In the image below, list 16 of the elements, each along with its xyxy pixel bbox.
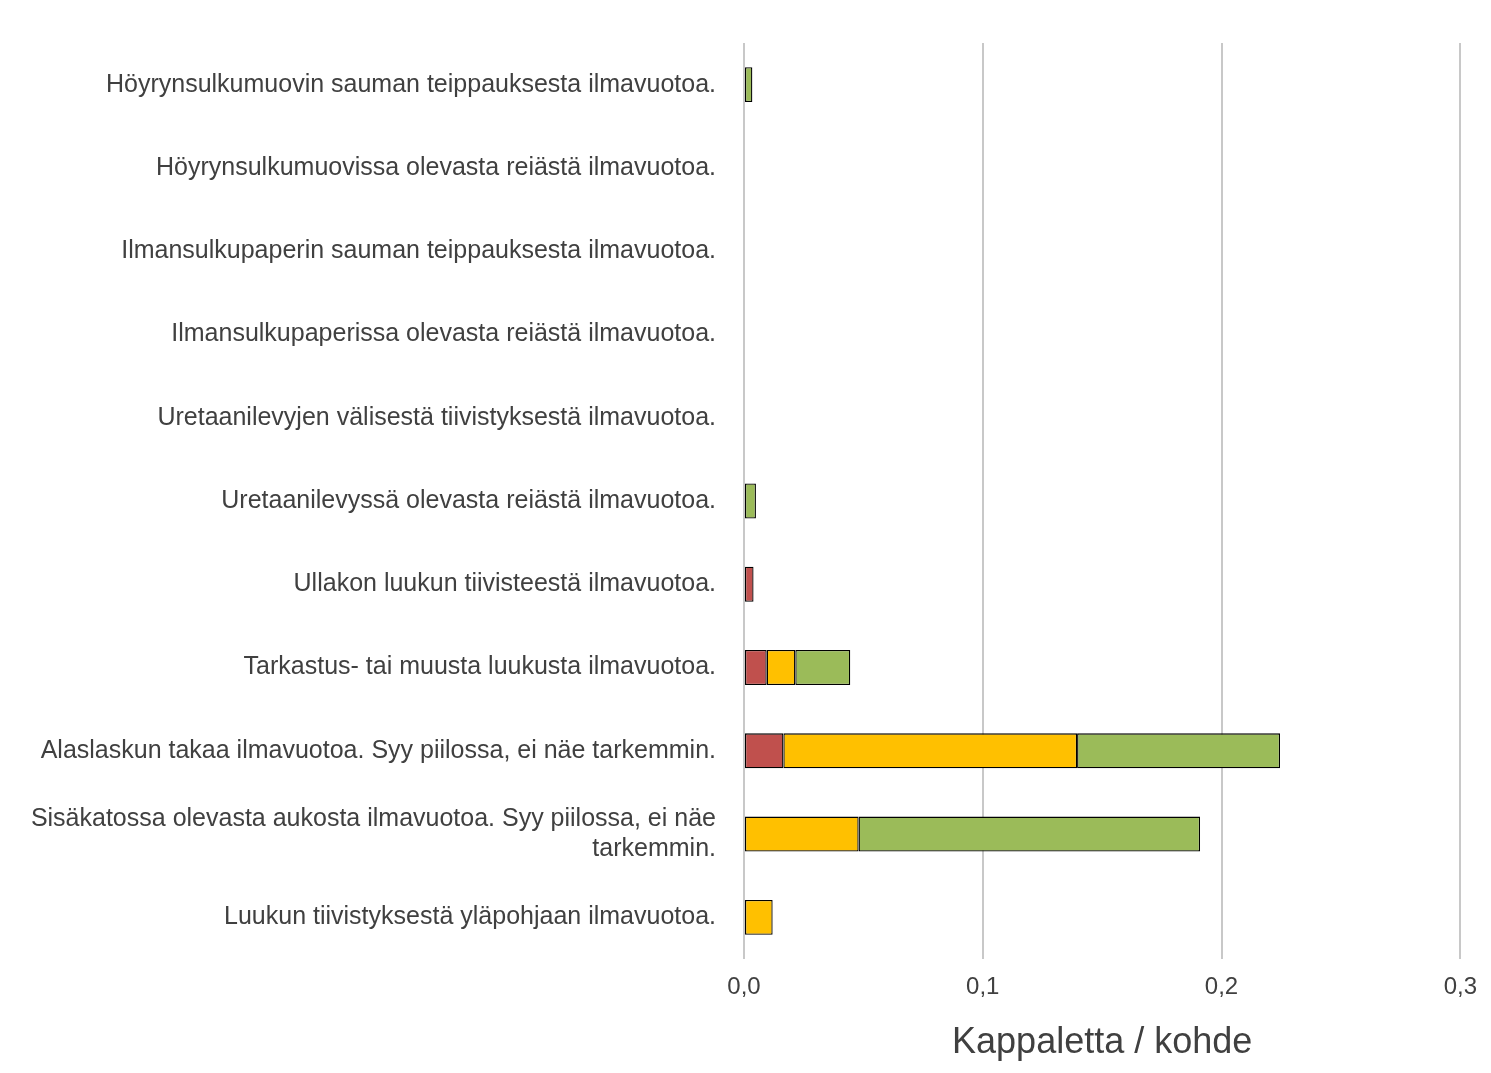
y-tick-label: Alaslaskun takaa ilmavuotoa. Syy piilossa, ei näe tarkemmin. bbox=[40, 734, 716, 763]
y-tick-label: Ilmansulkupaperin sauman teippauksesta ilmavuotoa. bbox=[121, 235, 716, 264]
y-tick-label: Ullakon luukun tiivisteestä ilmavuotoa. bbox=[293, 568, 716, 597]
x-tick-label: 0,0 bbox=[727, 972, 761, 1000]
x-tick-label: 0,1 bbox=[966, 972, 1000, 1000]
y-tick-label: Uretaanilevyjen välisestä tiivistyksestä ilmavuotoa. bbox=[157, 401, 716, 430]
y-tick-label: Ilmansulkupaperissa olevasta reiästä ilmavuotoa. bbox=[171, 318, 716, 347]
x-axis-title: Kappaletta / kohde bbox=[952, 1020, 1253, 1062]
y-tick-label: Sisäkatossa olevasta aukosta ilmavuotoa. Syy piilossa, ei näe tarkemmin. bbox=[30, 802, 716, 861]
x-tick-label: 0,2 bbox=[1204, 972, 1239, 1000]
y-tick-label: Höyrynsulkumuovissa olevasta reiästä ilmavuotoa. bbox=[156, 151, 716, 180]
y-tick-label: Höyrynsulkumuovin sauman teippauksesta ilmavuotoa. bbox=[105, 68, 716, 97]
y-tick-label: Luukun tiivistyksestä yläpohjaan ilmavuotoa. bbox=[224, 901, 716, 930]
y-tick-label: Tarkastus- tai muusta luukusta ilmavuotoa. bbox=[243, 651, 716, 680]
x-tick-label: 0,3 bbox=[1443, 972, 1478, 1000]
y-tick-label: Uretaanilevyssä olevasta reiästä ilmavuotoa. bbox=[221, 484, 716, 513]
